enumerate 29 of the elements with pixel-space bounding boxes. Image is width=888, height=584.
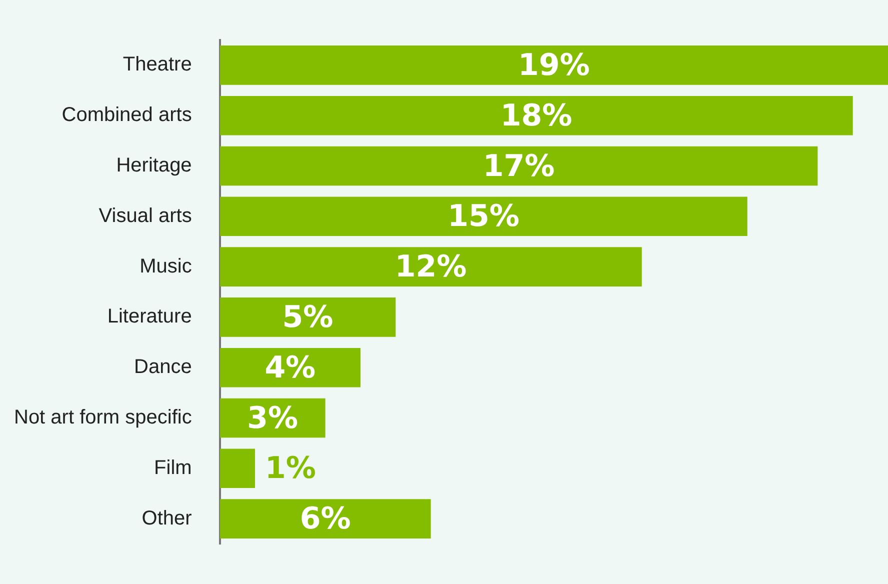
bar: [220, 348, 360, 388]
bar: [220, 196, 748, 236]
y-tick-label: Not art form specific: [14, 406, 192, 429]
bar: [220, 46, 888, 85]
y-tick-label: Combined arts: [62, 104, 192, 126]
y-tick-label: Other: [142, 507, 192, 530]
bar: [220, 146, 818, 186]
bar: [220, 448, 255, 488]
bar: [220, 96, 853, 136]
data-label: 12%: [394, 250, 467, 285]
data-label: 6%: [300, 502, 351, 537]
data-label: 15%: [448, 199, 520, 234]
data-label: 17%: [482, 148, 555, 184]
data-label: 18%: [500, 98, 572, 134]
y-tick-label: Music: [140, 255, 192, 278]
y-tick-label: Literature: [107, 306, 192, 328]
y-tick-label: Dance: [134, 356, 192, 378]
bar: [220, 298, 396, 337]
y-tick-label: Theatre: [122, 54, 192, 76]
data-label: 19%: [518, 48, 590, 83]
y-tick-label: Heritage: [116, 154, 192, 177]
y-tick-label: Visual arts: [98, 204, 192, 227]
bar: [220, 499, 431, 538]
data-label: 4%: [264, 350, 316, 386]
bar: [220, 247, 642, 286]
data-label: 3%: [247, 400, 298, 436]
data-label: 1%: [264, 451, 316, 486]
y-tick-label: Film: [154, 456, 192, 479]
data-label: 5%: [282, 300, 334, 335]
